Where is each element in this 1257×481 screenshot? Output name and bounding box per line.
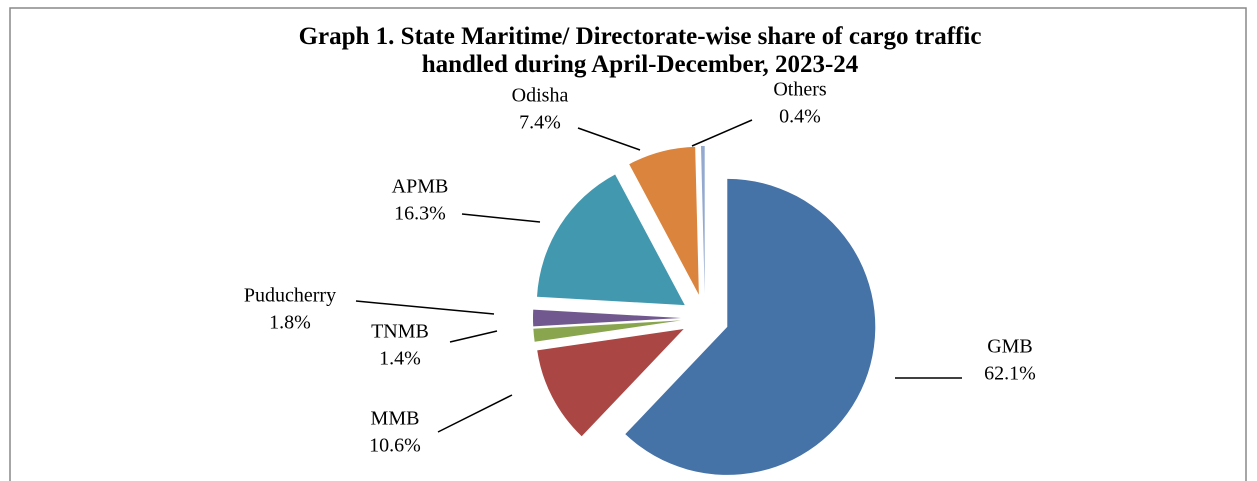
slice-label: TNMB	[371, 321, 429, 343]
chart-title: Graph 1. State Maritime/ Directorate-wis…	[299, 23, 982, 78]
leader-line	[437, 394, 513, 433]
pie-slice	[537, 329, 684, 437]
pie-slice	[533, 320, 682, 342]
slice-value: 16.3%	[394, 203, 446, 225]
slice-value: 10.6%	[369, 435, 421, 457]
slice-label: Puducherry	[244, 285, 336, 307]
leader-line	[461, 213, 541, 223]
slice-label: APMB	[392, 176, 449, 198]
slice-value: 7.4%	[519, 112, 561, 134]
slice-value: 0.4%	[779, 106, 821, 128]
pie-slice	[533, 309, 681, 327]
slice-label: MMB	[371, 408, 420, 430]
pie-slice	[700, 146, 705, 295]
pie-slice	[629, 146, 699, 295]
leader-line	[355, 300, 495, 315]
leader-line	[449, 330, 498, 343]
pie-slice	[625, 178, 876, 475]
slice-value: 1.8%	[269, 312, 311, 334]
slice-label: GMB	[987, 336, 1033, 358]
slice-label: Others	[773, 79, 827, 101]
slice-value: 62.1%	[984, 363, 1036, 385]
leader-line	[691, 119, 753, 147]
slice-value: 1.4%	[379, 348, 421, 370]
leader-line	[577, 127, 641, 151]
slice-label: Odisha	[512, 85, 569, 107]
pie-slice	[537, 174, 685, 306]
